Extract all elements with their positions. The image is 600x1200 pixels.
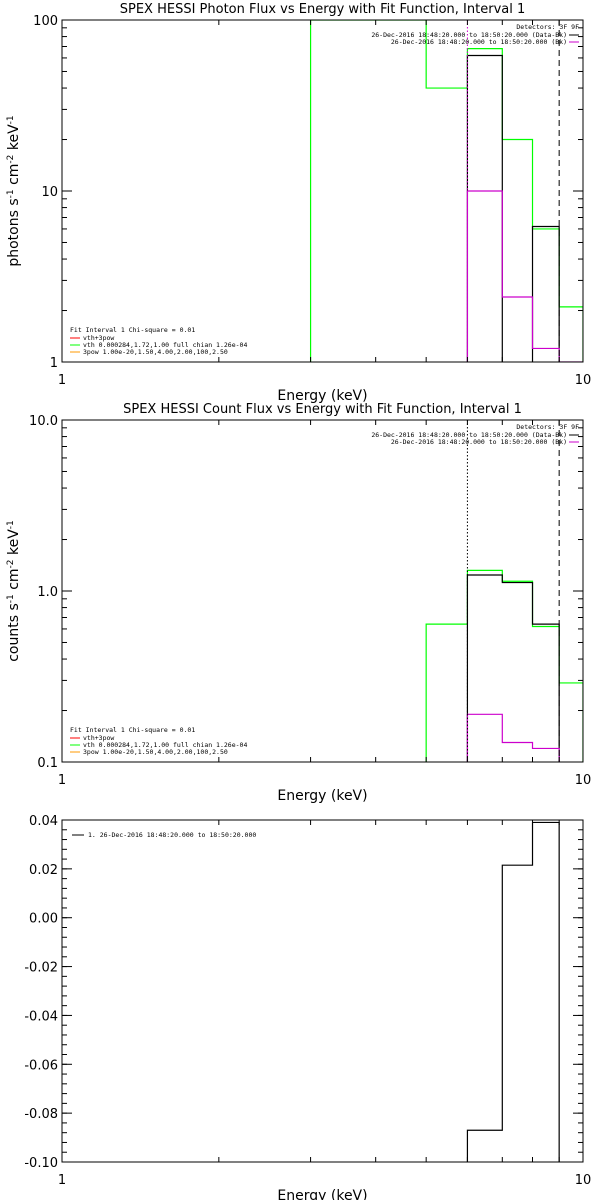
y-tick-label: -0.06: [24, 1058, 58, 1073]
series-data-line: [466, 54, 560, 362]
series-resid-line: [466, 821, 560, 1162]
y-label-part-base: photons s: [6, 198, 22, 266]
y-label-part-e2: -2: [6, 155, 16, 164]
y-label-part-e1: -1: [6, 594, 16, 603]
y-label-part-end: keV: [6, 529, 22, 560]
x-tick-label: 10: [575, 373, 592, 388]
y-tick-label: -0.08: [24, 1107, 58, 1122]
y-label-part-mid: cm: [6, 568, 22, 594]
y-tick-label: 1: [50, 356, 58, 371]
x-tick-label: 10: [575, 773, 592, 788]
legend-right-entry: 26-Dec-2016 18:48:20.000 to 18:50:20.000…: [391, 438, 567, 446]
y-tick-label: 0.00: [29, 912, 58, 927]
fit-legend-entry: vth 0.000284,1.72,1.00 full chian 1.26e-…: [83, 741, 247, 749]
y-label-part-e3: -1: [6, 520, 16, 529]
y-tick-label: 10: [41, 185, 58, 200]
x-tick-label: 10: [575, 1173, 592, 1188]
series-group: [309, 20, 583, 362]
chart-panel-3: 1 10 -0.10 -0.08 -0.06 -0.04 -0.02 0.00 0.02 0.04…: [24, 814, 591, 1200]
fit-legend-header: Fit Interval 1 Chi-square = 0.01: [70, 326, 195, 334]
y-label-part-e1: -1: [6, 189, 16, 198]
y-label-part-base: counts s: [6, 603, 22, 662]
y-tick-label: -0.10: [24, 1156, 58, 1171]
x-tick-label: 1: [58, 1173, 66, 1188]
fit-legend-entry: vth 0.000284,1.72,1.00 full chian 1.26e-…: [83, 341, 247, 349]
legend-right-entry: 26-Dec-2016 18:48:20.000 to 18:50:20.000…: [371, 431, 567, 439]
series-group: [425, 569, 583, 762]
y-label-part-end: keV: [6, 124, 22, 155]
series-group: [466, 821, 560, 1162]
plot-frame: [61, 19, 584, 363]
x-axis-label: Energy (keV): [277, 388, 367, 404]
y-label-part-e2: -2: [6, 559, 16, 568]
x-axis-label: Energy (keV): [277, 788, 367, 804]
detectors-label: Detectors: 3F 9F: [516, 423, 579, 431]
series-data-line: [466, 574, 560, 762]
chart-title: SPEX HESSI Count Flux vs Energy with Fit…: [123, 402, 522, 417]
x-axis-label: Energy (keV): [277, 1188, 367, 1200]
legend-right-entry: 26-Dec-2016 18:48:20.000 to 18:50:20.000…: [391, 38, 567, 46]
series-model-line: [425, 569, 583, 762]
y-tick-label: 1.0: [37, 585, 58, 600]
y-label-part-mid: cm: [6, 164, 22, 190]
fit-legend-entry: vth+3pow: [83, 734, 114, 742]
y-tick-label: 10.0: [29, 414, 58, 429]
series-model-line: [309, 20, 583, 362]
y-tick-label: -0.02: [24, 961, 58, 976]
y-tick-label: -0.04: [24, 1009, 58, 1024]
y-tick-label: 0.04: [29, 814, 58, 829]
y-tick-label: 100: [33, 14, 58, 29]
fit-legend-header: Fit Interval 1 Chi-square = 0.01: [70, 726, 195, 734]
y-axis-label: photons s-1 cm-2 keV-1: [6, 115, 22, 266]
y-tick-label: 0.1: [37, 756, 58, 771]
chart-title: SPEX HESSI Photon Flux vs Energy with Fi…: [120, 2, 526, 17]
y-axis-label: counts s-1 cm-2 keV-1: [6, 520, 22, 662]
y-label-part-e3: -1: [6, 115, 16, 124]
legend-right-entry: 26-Dec-2016 18:48:20.000 to 18:50:20.000…: [371, 31, 567, 39]
fit-legend-entry: vth+3pow: [83, 334, 114, 342]
x-tick-label: 1: [58, 373, 66, 388]
chart-panel-2: SPEX HESSI Count Flux vs Energy with Fit…: [6, 402, 591, 804]
chart-panel-1: SPEX HESSI Photon Flux vs Energy with Fi…: [6, 2, 591, 404]
plot-frame: [61, 419, 584, 763]
legend-top-entry: 1. 26-Dec-2016 18:48:20.000 to 18:50:20.…: [88, 831, 256, 839]
plot-frame: [61, 819, 584, 1163]
fit-legend-entry: 3pow 1.00e-20,1.50,4.00,2.00,100,2.50: [83, 348, 228, 356]
series-bkg-line: [466, 190, 583, 362]
y-tick-label: 0.02: [29, 863, 58, 878]
x-tick-label: 1: [58, 773, 66, 788]
series-bkg-line: [466, 713, 560, 762]
fit-legend-entry: 3pow 1.00e-20,1.50,4.00,2.00,100,2.50: [83, 748, 228, 756]
detectors-label: Detectors: 3F 9F: [516, 23, 579, 31]
